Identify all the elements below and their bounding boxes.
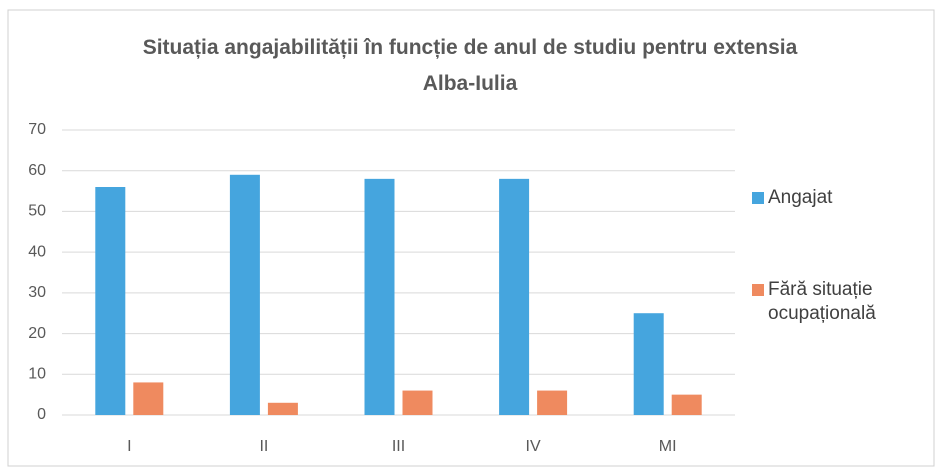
bar (633, 313, 664, 415)
x-tick-label: MI (659, 438, 677, 455)
bar (267, 402, 298, 415)
y-tick-label: 10 (28, 366, 46, 383)
bar (499, 178, 530, 415)
y-tick-label: 70 (28, 121, 46, 138)
y-tick-label: 50 (28, 203, 46, 220)
bar (671, 394, 702, 415)
legend-label: Fără situație ocupațională (768, 279, 876, 324)
y-tick-label: 40 (28, 243, 46, 260)
bar (537, 390, 568, 415)
legend-swatch (752, 192, 764, 204)
bar (364, 178, 395, 415)
x-tick-label: I (127, 438, 131, 455)
y-tick-label: 20 (28, 325, 46, 342)
bar (402, 390, 433, 415)
y-tick-label: 30 (28, 284, 46, 301)
y-tick-label: 60 (28, 162, 46, 179)
bar (95, 187, 126, 415)
chart-title: Situația angajabilității în funcție de a… (142, 36, 798, 95)
y-tick-label: 0 (37, 406, 46, 423)
x-tick-label: III (392, 438, 405, 455)
x-tick-label: IV (526, 438, 541, 455)
x-tick-label: II (259, 438, 268, 455)
legend-label: Angajat (768, 187, 833, 208)
bar (229, 174, 260, 415)
bar (133, 382, 164, 415)
legend-swatch (752, 284, 764, 296)
chart-frame (7, 9, 935, 467)
